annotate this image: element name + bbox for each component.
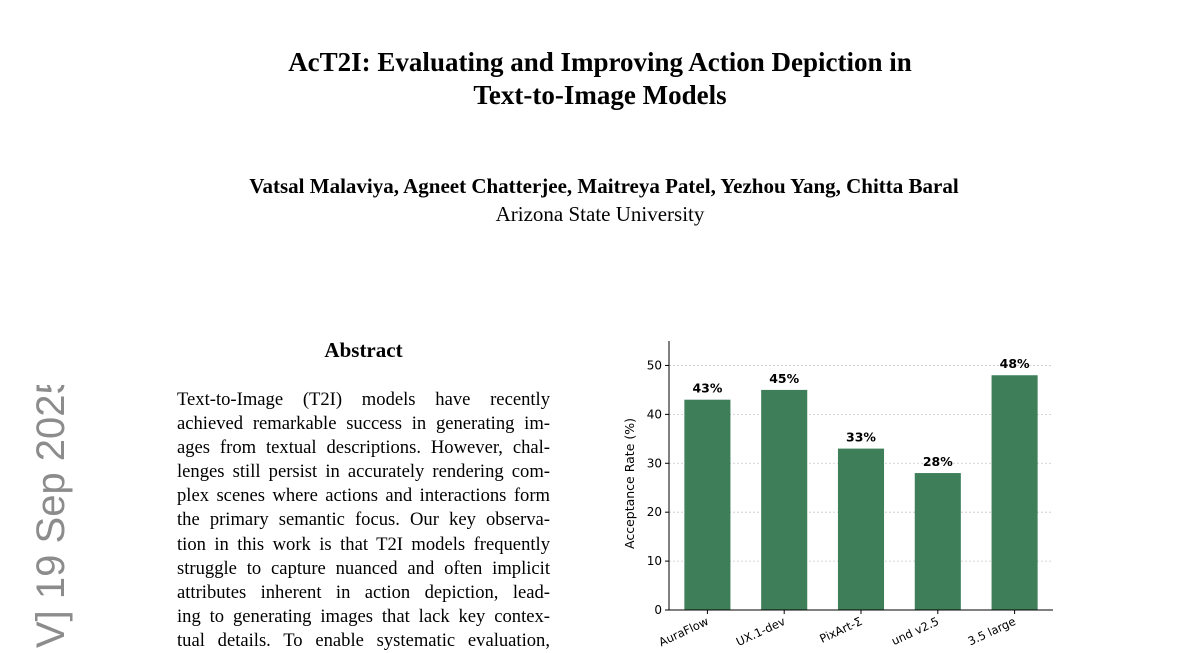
x-tick-label: PixArt-Σ xyxy=(817,614,864,646)
abstract-line: attributes inherent in action depiction,… xyxy=(177,581,550,603)
y-axis-label: Acceptance Rate (%) xyxy=(622,418,637,549)
y-tick-label: 30 xyxy=(647,456,662,470)
arxiv-side-stamp: V] 19 Sep 2025 xyxy=(27,385,75,648)
author-list: Vatsal Malaviya, Agneet Chatterjee, Mait… xyxy=(249,174,959,198)
abstract-line: the primary semantic focus. Our key obse… xyxy=(177,509,550,531)
abstract-line: plex scenes where actions and interactio… xyxy=(177,485,550,507)
arxiv-side-stamp-text: V] 19 Sep 2025 xyxy=(29,385,73,648)
x-tick-label: AuraFlow xyxy=(657,614,711,648)
y-tick-label: 0 xyxy=(654,603,662,617)
bar xyxy=(837,448,885,610)
paper-title: AcT2I: Evaluating and Improving Action D… xyxy=(0,46,1200,112)
abstract-line: tual details. To enable systematic evalu… xyxy=(177,629,550,651)
bar-value-label: 43% xyxy=(692,381,722,396)
abstract-line: Text-to-Image (T2I) models have recently xyxy=(177,389,550,410)
bar xyxy=(991,375,1038,610)
y-tick-label: 50 xyxy=(647,358,662,372)
abstract-line: tion in this work is that T2I models fre… xyxy=(177,533,550,555)
acceptance-rate-bar-chart: 43% AuraFlow 45% UX.1-dev 33% PixArt-Σ 28% und … xyxy=(622,341,1053,648)
abstract-line: ages from textual descriptions. However,… xyxy=(177,437,550,459)
abstract-line: ing to generating images that lack key c… xyxy=(177,605,550,627)
abstract-line: achieved remarkable success in generatin… xyxy=(177,413,550,435)
abstract-line: lenges still persist in accurately rende… xyxy=(177,461,550,483)
x-tick-label: und v2.5 xyxy=(889,614,941,648)
bar-value-label: 33% xyxy=(846,430,876,445)
bar-value-label: 28% xyxy=(923,454,953,469)
y-tick-label: 20 xyxy=(647,505,662,519)
abstract-line: struggle to capture nuanced and often im… xyxy=(177,557,550,579)
abstract-body: Text-to-Image (T2I) models have recently… xyxy=(177,388,550,653)
affiliation: Arizona State University xyxy=(495,202,705,226)
title-line-1: AcT2I: Evaluating and Improving Action D… xyxy=(288,47,912,77)
title-line-2: Text-to-Image Models xyxy=(473,80,727,110)
y-tick-label: 40 xyxy=(647,407,662,421)
bar-value-label: 45% xyxy=(769,371,799,386)
x-tick-label: UX.1-dev xyxy=(734,614,788,648)
x-tick-label: 3.5 large xyxy=(966,614,1018,648)
bar xyxy=(761,389,808,610)
bar xyxy=(914,473,961,610)
bar xyxy=(684,399,731,610)
bar-value-label: 48% xyxy=(1000,356,1030,371)
y-tick-label: 10 xyxy=(647,554,662,568)
abstract-heading: Abstract xyxy=(324,338,403,362)
